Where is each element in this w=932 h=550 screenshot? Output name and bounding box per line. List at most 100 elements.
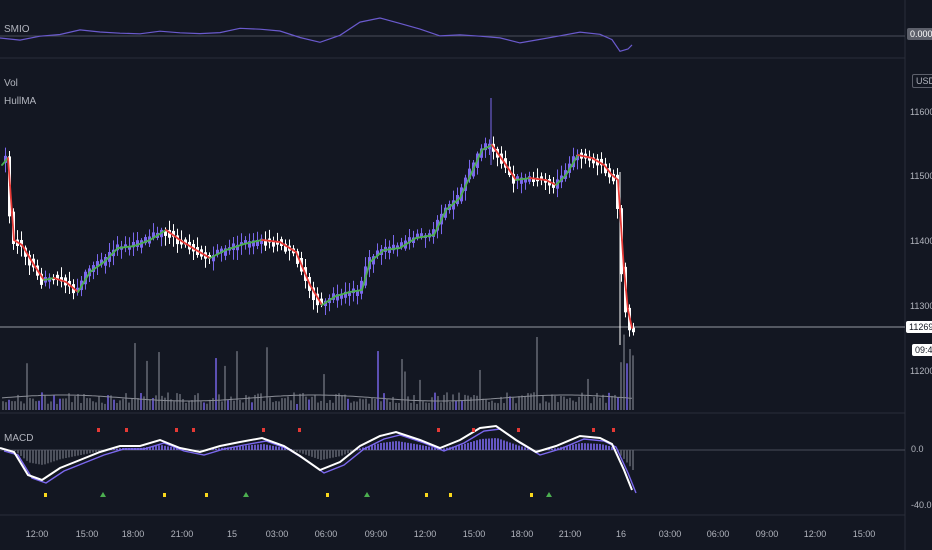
macd-histogram-bar	[626, 450, 628, 463]
sell-signal-marker	[612, 428, 615, 432]
volume-bar	[563, 396, 565, 410]
macd-histogram-bar	[476, 440, 478, 450]
volume-bar	[116, 403, 118, 410]
volume-bar	[368, 403, 370, 410]
macd-histogram-bar	[53, 450, 55, 462]
volume-bar	[227, 400, 229, 410]
volume-bar	[245, 395, 247, 410]
volume-bar	[617, 397, 619, 410]
candle-body	[28, 254, 31, 266]
volume-bar	[443, 394, 445, 410]
volume-bar	[530, 393, 532, 410]
macd-histogram-bar	[347, 450, 349, 454]
volume-bar	[614, 394, 616, 410]
volume-bar	[404, 371, 406, 410]
buy-signal-marker	[100, 492, 106, 497]
candle-body	[312, 287, 315, 301]
volume-bar	[278, 401, 280, 410]
volume-bar	[548, 402, 550, 410]
candle-body	[124, 244, 127, 248]
sell-signal-marker	[97, 428, 100, 432]
macd-histogram-bar	[335, 450, 337, 457]
volume-bar	[449, 401, 451, 410]
macd-histogram-bar	[611, 446, 613, 450]
macd-histogram-bar	[86, 450, 88, 454]
sell-signal-marker	[298, 428, 301, 432]
macd-histogram-bar	[230, 447, 232, 450]
vol-label: Vol	[4, 78, 18, 89]
volume-bar	[215, 358, 217, 410]
smio-line	[0, 17, 633, 52]
volume-bar	[107, 395, 109, 410]
macd-histogram-bar	[485, 438, 487, 450]
volume-bar	[95, 402, 97, 410]
volume-bar	[359, 398, 361, 410]
macd-histogram-bar	[350, 450, 352, 452]
volume-bar	[35, 401, 37, 410]
buy-signal-marker	[243, 492, 249, 497]
candle-body	[592, 157, 595, 164]
volume-bar	[119, 400, 121, 410]
macd-label-zero: 0.0	[911, 444, 924, 454]
volume-bar	[293, 392, 295, 410]
volume-bar	[68, 393, 70, 410]
candle-body	[316, 293, 319, 306]
candle-body	[236, 244, 239, 251]
candle-body	[224, 248, 227, 256]
volume-bar	[587, 378, 589, 410]
volume-bar	[479, 369, 481, 410]
macd-histogram-bar	[257, 444, 259, 450]
macd-histogram-bar	[623, 450, 625, 459]
macd-histogram-bar	[416, 444, 418, 450]
macd-histogram-bar	[293, 450, 295, 451]
macd-histogram-bar	[338, 450, 340, 457]
volume-bar	[575, 401, 577, 410]
volume-bar	[497, 403, 499, 410]
neutral-signal-marker	[449, 493, 452, 497]
volume-bar	[263, 401, 265, 410]
sell-signal-marker	[437, 428, 440, 432]
volume-bar	[398, 402, 400, 410]
hullma-segment	[623, 269, 627, 291]
macd-histogram-bar	[47, 450, 49, 464]
sell-signal-marker	[192, 428, 195, 432]
macd-histogram-bar	[278, 446, 280, 450]
volume-bar	[50, 401, 52, 410]
macd-histogram-bar	[320, 450, 322, 460]
volume-bar	[128, 402, 130, 410]
volume-bar	[71, 402, 73, 410]
time-tick: 16	[615, 529, 627, 539]
volume-bar	[569, 397, 571, 410]
macd-histogram-bar	[512, 443, 514, 450]
macd-histogram-bar	[386, 442, 388, 450]
hullma-segment	[9, 184, 13, 214]
volume-bar	[533, 392, 535, 410]
macd-histogram-bar	[149, 446, 151, 450]
macd-histogram-bar	[473, 441, 475, 450]
volume-bar	[302, 393, 304, 410]
macd-histogram-bar	[434, 447, 436, 450]
macd-histogram-bar	[95, 450, 97, 452]
volume-bar	[362, 399, 364, 410]
hullma-segment	[619, 209, 623, 241]
neutral-signal-marker	[326, 493, 329, 497]
volume-bar	[254, 394, 256, 410]
volume-bar	[320, 400, 322, 410]
volume-bar	[110, 395, 112, 410]
macd-histogram-bar	[311, 450, 313, 457]
candle-body	[416, 233, 419, 238]
volume-bar	[578, 396, 580, 410]
time-tick: 09:00	[364, 529, 388, 539]
macd-histogram-bar	[425, 446, 427, 450]
hullma-segment	[11, 211, 15, 241]
macd-histogram-bar	[431, 447, 433, 450]
volume-bar	[143, 396, 145, 410]
currency-badge[interactable]: USD	[912, 74, 932, 88]
macd-histogram-bar	[377, 443, 379, 450]
volume-bar	[104, 403, 106, 410]
sell-signal-marker	[125, 428, 128, 432]
smio-label: SMIO	[4, 24, 30, 35]
buy-signal-marker	[364, 492, 370, 497]
macd-label: MACD	[4, 433, 34, 444]
